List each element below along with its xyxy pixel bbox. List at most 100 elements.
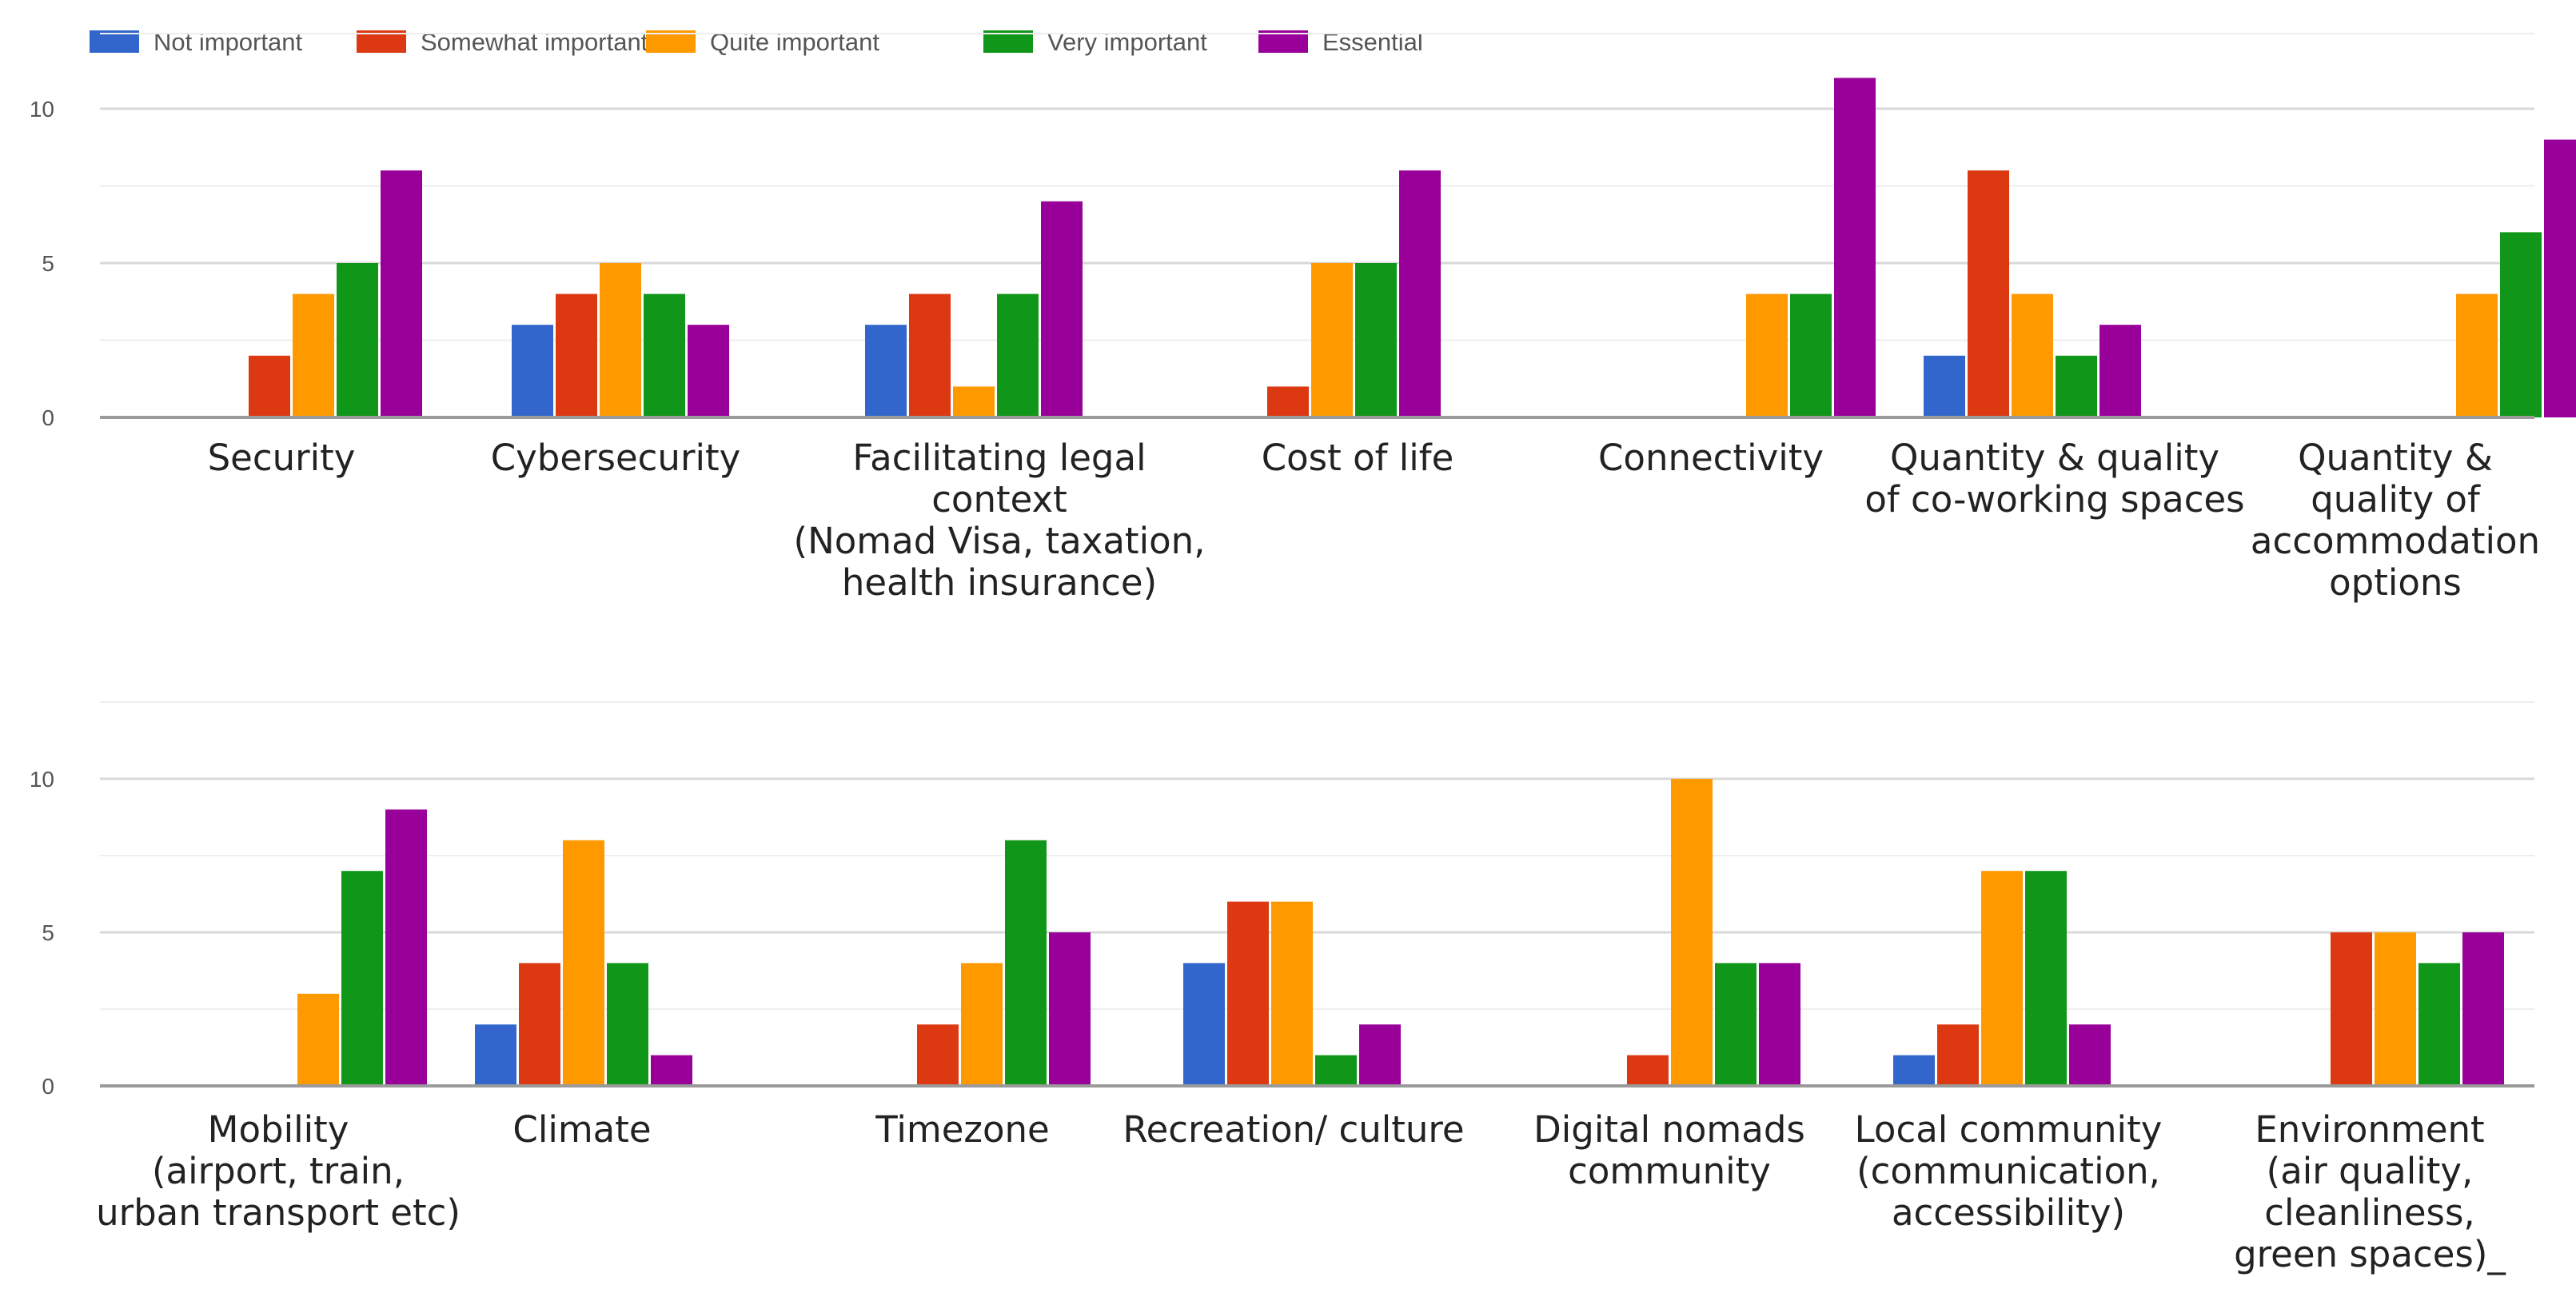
bar-essential-4 (1399, 170, 1441, 417)
legend-label-quite-important: Quite important (710, 28, 879, 56)
category-label: community (1568, 1150, 1771, 1192)
bar-somewhat-important-6 (1968, 170, 2009, 417)
bar-very-important-5 (1790, 293, 1832, 417)
bar-very-important-1 (337, 263, 378, 417)
bar-essential-5 (1759, 963, 1800, 1086)
bar-quite-important-4 (1271, 901, 1313, 1086)
category-label: urban transport etc) (96, 1191, 461, 1234)
category-label: Quantity & quality (1890, 437, 2219, 479)
category-label: Security (208, 437, 356, 479)
bar-essential-3 (1041, 201, 1083, 418)
bar-essential-6 (2099, 325, 2141, 417)
bar-quite-important-3 (953, 386, 995, 417)
category-label: (air quality, (2267, 1150, 2474, 1192)
legend-label-very-important: Very important (1047, 28, 1207, 56)
bar-quite-important-7 (2456, 293, 2498, 417)
y-tick-label: 0 (42, 1074, 54, 1099)
bar-essential-2 (688, 325, 729, 417)
bar-essential-3 (1049, 932, 1091, 1086)
bar-somewhat-important-7 (2331, 932, 2372, 1086)
category-label: of co-working spaces (1864, 478, 2244, 521)
bar-quite-important-5 (1671, 779, 1713, 1086)
bar-quite-important-4 (1311, 263, 1353, 417)
bar-quite-important-2 (563, 840, 604, 1086)
bar-not-important-2 (512, 325, 553, 417)
y-tick-label: 10 (30, 767, 54, 792)
category-label: Cost of life (1262, 437, 1454, 479)
category-label: Connectivity (1598, 437, 1824, 479)
bar-very-important-4 (1355, 263, 1397, 417)
category-label: (communication, (1856, 1150, 2160, 1192)
category-label: Local community (1855, 1108, 2163, 1151)
category-label: accessibility) (1892, 1191, 2125, 1234)
category-label: Mobility (208, 1108, 349, 1151)
bar-quite-important-7 (2375, 932, 2416, 1086)
bar-not-important-3 (865, 325, 907, 417)
bar-somewhat-important-6 (1937, 1024, 1979, 1086)
bar-quite-important-2 (600, 263, 641, 417)
bar-essential-1 (381, 170, 422, 417)
bottom-chart-panel: 0 5 10 Mobility(airport, train,urban transp… (30, 701, 2534, 1275)
bar-somewhat-important-5 (1627, 1055, 1669, 1086)
category-label: context (931, 478, 1067, 521)
bar-somewhat-important-4 (1227, 901, 1269, 1086)
y-tick-label: 10 (30, 97, 54, 122)
legend-label-not-important: Not important (154, 28, 302, 56)
bar-not-important-6 (1893, 1055, 1935, 1086)
category-label: options (2329, 561, 2462, 604)
bar-somewhat-important-2 (519, 963, 560, 1086)
bar-not-important-4 (1183, 963, 1225, 1086)
bar-somewhat-important-3 (909, 293, 951, 417)
bar-quite-important-1 (297, 993, 339, 1086)
bar-very-important-5 (1715, 963, 1757, 1086)
category-label: (Nomad Visa, taxation, (794, 520, 1206, 562)
bar-essential-6 (2069, 1024, 2111, 1086)
bar-essential-4 (1359, 1024, 1401, 1086)
bar-essential-7 (2462, 932, 2504, 1086)
category-label: Environment (2255, 1108, 2484, 1151)
bar-not-important-6 (1924, 355, 1965, 417)
bar-not-important-2 (475, 1024, 516, 1086)
y-tick-label: 5 (42, 920, 54, 945)
category-label: Cybersecurity (491, 437, 740, 479)
bar-very-important-2 (607, 963, 648, 1086)
bar-very-important-6 (2025, 871, 2067, 1086)
category-label: cleanliness, (2264, 1191, 2474, 1234)
category-label: accommodation (2251, 520, 2540, 562)
category-label: quality of (2311, 478, 2481, 521)
bar-somewhat-important-2 (556, 293, 597, 417)
bar-very-important-7 (2500, 232, 2542, 417)
category-label: Quantity & (2298, 437, 2493, 479)
category-label: Facilitating legal (852, 437, 1146, 479)
y-tick-label: 0 (42, 405, 54, 430)
bar-essential-2 (651, 1055, 692, 1086)
chart-legend: Not important Somewhat important Quite imp… (90, 28, 1423, 56)
category-label: Timezone (875, 1108, 1050, 1151)
bar-essential-1 (385, 809, 427, 1086)
bar-very-important-2 (644, 293, 685, 417)
bar-quite-important-6 (2012, 293, 2053, 417)
bar-quite-important-1 (293, 293, 334, 417)
bar-very-important-4 (1315, 1055, 1357, 1086)
bar-somewhat-important-3 (917, 1024, 959, 1086)
legend-label-somewhat-important: Somewhat important (421, 28, 648, 56)
top-chart-panel: 0 5 10 Security Cybersecurity Facilitating le… (30, 33, 2576, 604)
bar-quite-important-5 (1746, 293, 1788, 417)
category-label: green spaces)_ (2234, 1233, 2506, 1275)
category-label: Recreation/ culture (1123, 1108, 1464, 1151)
bar-very-important-3 (997, 293, 1039, 417)
bar-essential-5 (1834, 78, 1876, 418)
category-label: Digital nomads (1533, 1108, 1805, 1151)
bar-very-important-7 (2418, 963, 2460, 1086)
bar-very-important-1 (341, 871, 383, 1086)
category-label: health insurance) (842, 561, 1157, 604)
bar-somewhat-important-4 (1267, 386, 1309, 417)
legend-label-essential: Essential (1322, 28, 1423, 56)
bar-quite-important-3 (961, 963, 1003, 1086)
bar-quite-important-6 (1981, 871, 2023, 1086)
y-tick-label: 5 (42, 251, 54, 276)
category-label: Climate (512, 1108, 651, 1151)
bar-somewhat-important-1 (249, 355, 290, 417)
bar-very-important-6 (2056, 355, 2097, 417)
